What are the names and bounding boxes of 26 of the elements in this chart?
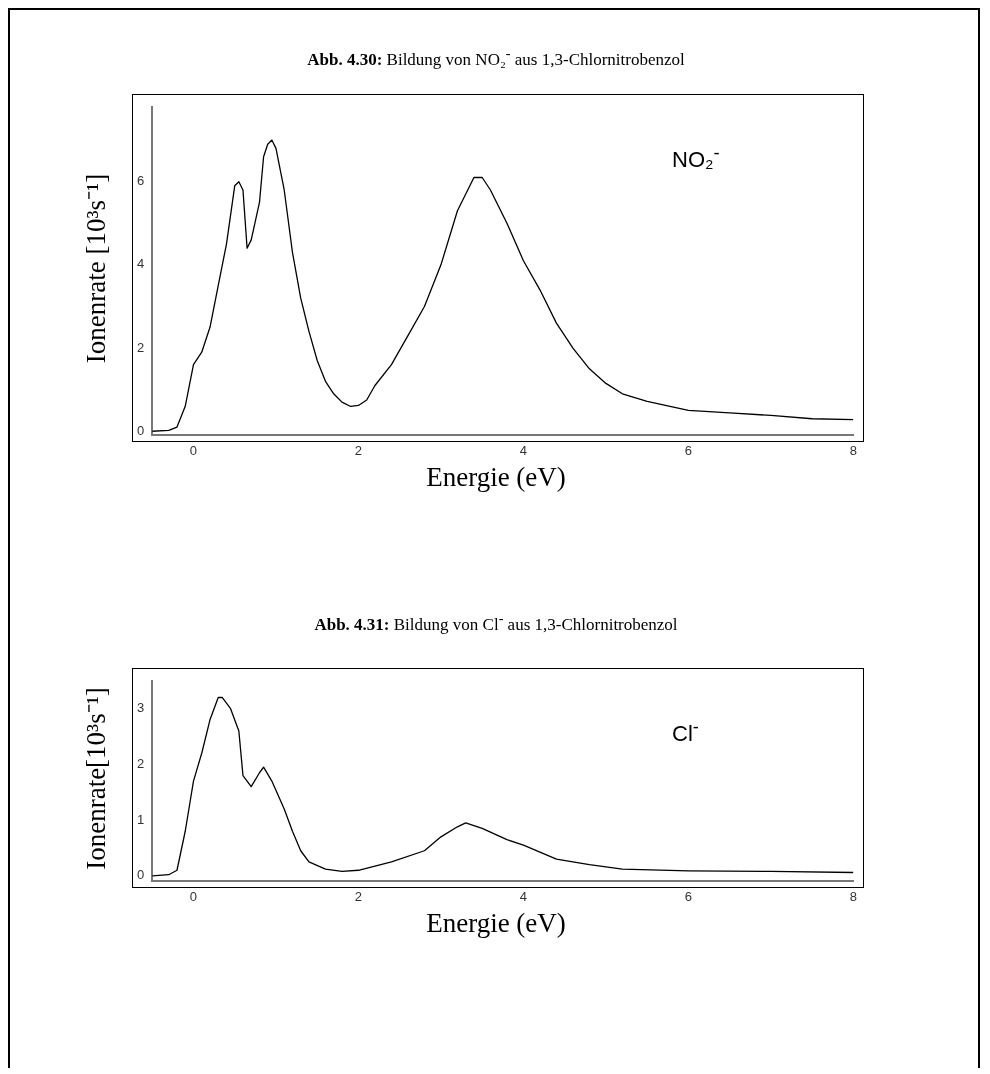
- x-tick-label: 6: [684, 888, 693, 904]
- annotation: Cl$^{-}$: [672, 716, 699, 748]
- y-tick-label: 2: [137, 339, 145, 355]
- x-tick-label: 8: [849, 888, 857, 904]
- x-tick-label: 2: [354, 888, 363, 904]
- y-tick-label: 3: [137, 700, 145, 716]
- annotation: NO₂$^{-}$: [672, 142, 720, 174]
- x-axis-title: Energie (eV): [425, 462, 567, 493]
- y-axis-title: Ionenrate[10³s⁻¹]: [79, 686, 112, 872]
- x-tick-label: 0: [189, 888, 198, 904]
- x-tick-label: 2: [354, 442, 363, 458]
- x-tick-label: 6: [684, 442, 693, 458]
- y-axis-title: Ionenrate [10³s⁻¹]: [79, 172, 112, 366]
- x-axis-title: Energie (eV): [425, 908, 567, 939]
- y-tick-label: 6: [137, 173, 145, 189]
- y-tick-label: 0: [137, 422, 145, 438]
- y-tick-label: 0: [137, 867, 145, 883]
- chart-title: Abb. 4.31: Bildung von Cl$^{-}$ aus 1,3-Chlornitrobenzol: [314, 610, 678, 634]
- y-tick-label: 1: [137, 811, 145, 827]
- x-tick-label: 4: [519, 442, 528, 458]
- chart-title: Abb. 4.30: Bildung von NO₂$^{-}$ aus 1,3-Chlornitrobenzol: [307, 45, 685, 69]
- x-tick-label: 8: [849, 442, 857, 458]
- y-tick-label: 4: [137, 256, 145, 272]
- x-tick-label: 4: [519, 888, 528, 904]
- x-tick-label: 0: [189, 442, 198, 458]
- y-tick-label: 2: [137, 755, 145, 771]
